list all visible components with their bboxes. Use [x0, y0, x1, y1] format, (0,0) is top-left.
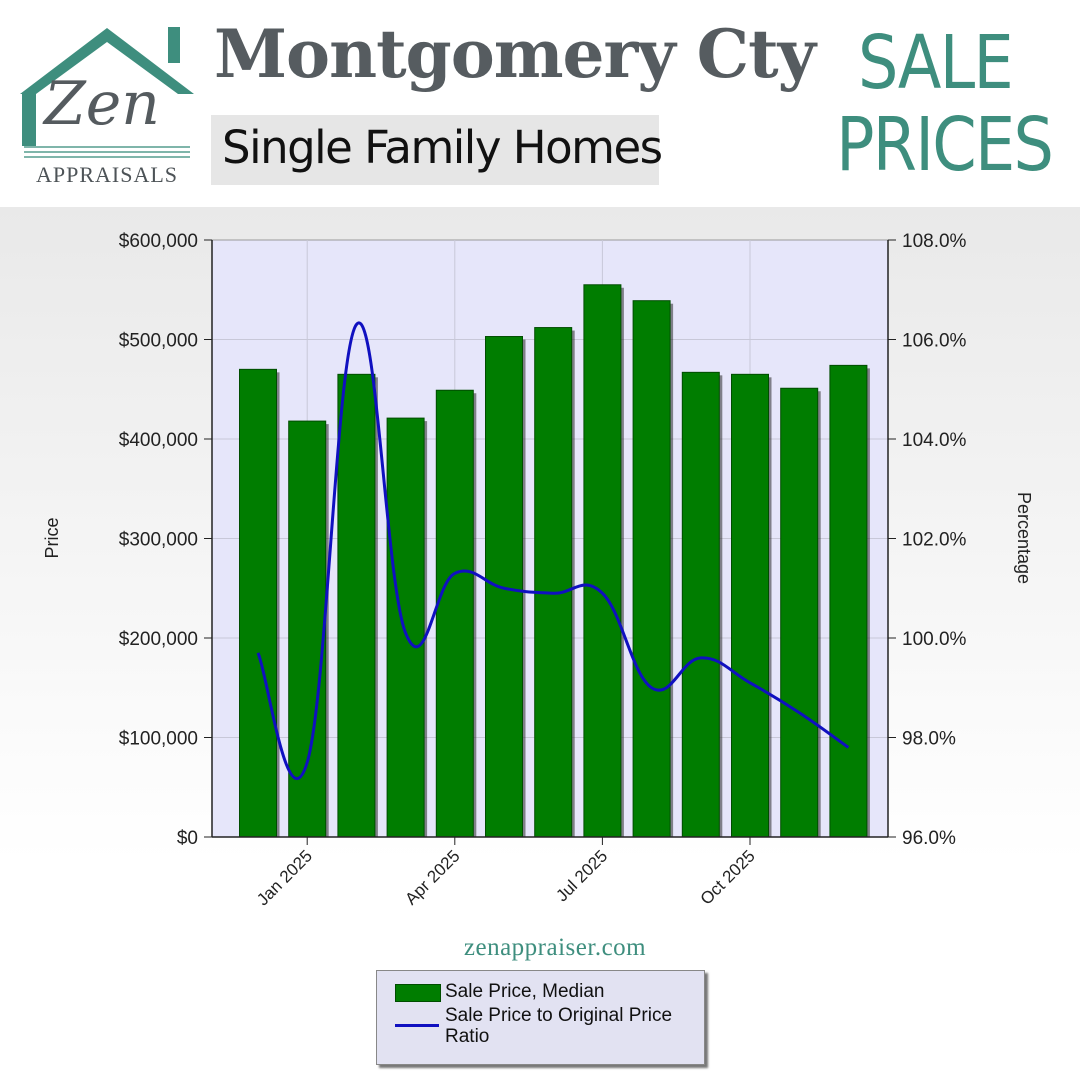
y-axis-ticks: $0 $100,000 $200,000 $300,000 $400,000 $500,0…: [119, 231, 212, 849]
y2-tick-label: 106.0%: [902, 331, 967, 352]
bar: [583, 284, 622, 838]
bar: [337, 373, 376, 838]
bar: [288, 420, 327, 838]
y-tick-label: $300,000: [119, 530, 198, 551]
x-axis-ticks: Jan 2025 Apr 2025 Jul 2025 Oct 2025: [253, 837, 759, 909]
legend-bar-label: Sale Price, Median: [445, 981, 605, 1002]
tag-prices: PRICES: [836, 102, 1054, 188]
y2-tick-label: 98.0%: [902, 729, 956, 750]
tag-sale: SALE: [858, 20, 1014, 106]
bar: [435, 389, 474, 838]
y-axis-label: Price: [42, 517, 62, 558]
legend: Sale Price, Median Sale Price to Origina…: [376, 970, 705, 1065]
y2-tick-label: 102.0%: [902, 530, 967, 551]
y-tick-label: $600,000: [119, 231, 198, 252]
house-icon: [20, 27, 194, 158]
y2-tick-label: 100.0%: [902, 629, 967, 650]
bar: [632, 300, 671, 838]
bar: [386, 417, 425, 838]
bars: [239, 284, 870, 838]
bar: [239, 368, 277, 838]
website-link[interactable]: zenappraiser.com: [463, 934, 647, 961]
logo-word: Zen: [44, 69, 160, 139]
x-tick-label: Oct 2025: [697, 846, 759, 908]
y-tick-label: $100,000: [119, 729, 198, 750]
bar: [534, 327, 573, 838]
logo-subtitle: APPRAISALS: [35, 162, 179, 187]
y2-tick-label: 108.0%: [902, 231, 967, 252]
x-tick-label: Jul 2025: [552, 846, 611, 905]
y2-axis-ticks: 96.0% 98.0% 100.0% 102.0% 104.0% 106.0% 108.0%: [888, 231, 967, 849]
bar: [829, 364, 868, 838]
y2-tick-label: 96.0%: [902, 828, 956, 849]
page-title: Montgomery Cty: [214, 15, 816, 93]
bar: [780, 387, 819, 838]
subtitle-box: [211, 115, 659, 185]
page-subtitle: Single Family Homes: [222, 121, 663, 174]
legend-line-label: Sale Price to Original Price Ratio: [445, 1005, 673, 1047]
logo: [18, 24, 196, 190]
ratio-line: [256, 321, 850, 781]
header: Zen APPRAISALS Montgomery Cty Single Fam…: [0, 0, 1080, 207]
y-tick-label: $200,000: [119, 629, 198, 650]
y-tick-label: $500,000: [119, 331, 198, 352]
y-tick-label: $400,000: [119, 430, 198, 451]
x-tick-label: Jan 2025: [253, 846, 316, 909]
y-tick-label: $0: [177, 828, 198, 849]
x-tick-label: Apr 2025: [401, 846, 463, 908]
y2-tick-label: 104.0%: [902, 430, 967, 451]
legend-bar-swatch: [395, 984, 441, 1002]
legend-line-swatch: [395, 1024, 439, 1027]
bar: [681, 371, 720, 838]
y2-axis-label: Percentage: [1014, 492, 1034, 584]
bar: [731, 373, 769, 838]
